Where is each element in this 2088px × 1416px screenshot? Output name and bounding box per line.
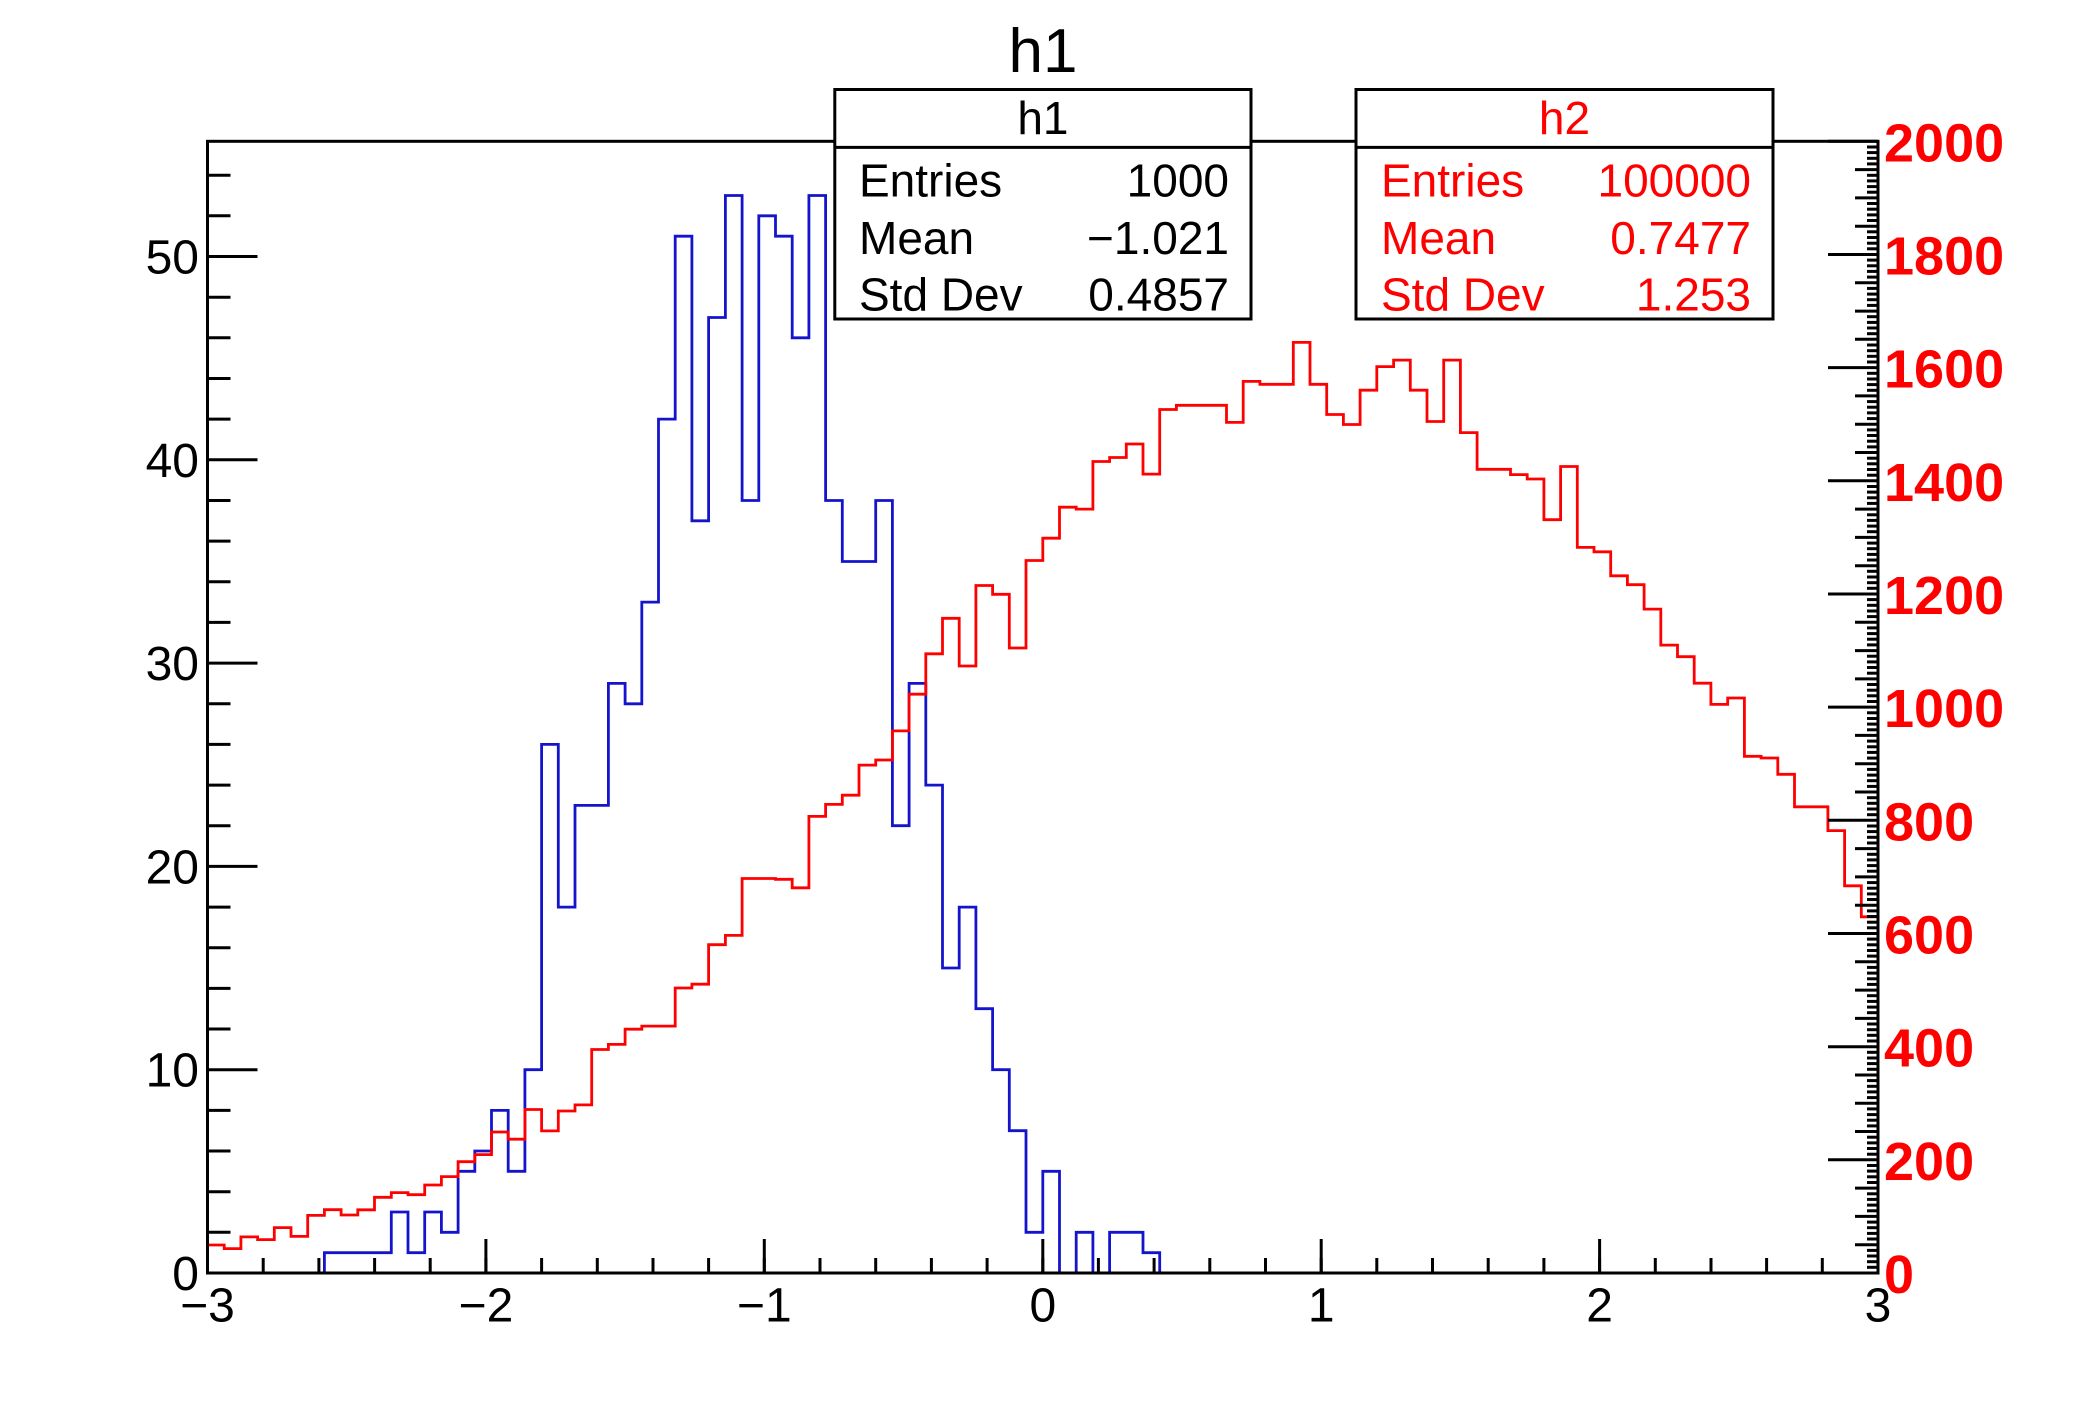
svg-text:200: 200 — [1884, 1132, 1974, 1192]
svg-text:400: 400 — [1884, 1019, 1974, 1079]
svg-text:30: 30 — [146, 638, 199, 691]
svg-text:1800: 1800 — [1884, 227, 2004, 287]
svg-text:2: 2 — [1586, 1280, 1613, 1333]
svg-text:100000: 100000 — [1598, 155, 1752, 207]
svg-text:0: 0 — [1884, 1245, 1914, 1305]
svg-text:1400: 1400 — [1884, 453, 2004, 513]
svg-text:h1: h1 — [1017, 92, 1068, 144]
svg-text:−1.021: −1.021 — [1087, 212, 1229, 264]
svg-text:Entries: Entries — [1381, 155, 1537, 207]
svg-text:1000: 1000 — [1127, 155, 1229, 207]
svg-text:−1: −1 — [737, 1280, 792, 1333]
svg-text:1200: 1200 — [1884, 566, 2004, 626]
svg-text:0.4857: 0.4857 — [1088, 269, 1229, 321]
svg-text:600: 600 — [1884, 906, 1974, 966]
svg-text:10: 10 — [146, 1045, 199, 1098]
svg-text:Std Dev: Std Dev — [1381, 269, 1557, 321]
svg-text:0: 0 — [1029, 1280, 1056, 1333]
svg-text:Std Dev: Std Dev — [859, 269, 1035, 321]
svg-text:1.253: 1.253 — [1636, 269, 1751, 321]
svg-text:0.7477: 0.7477 — [1610, 212, 1751, 264]
svg-text:−3: −3 — [180, 1280, 235, 1333]
svg-text:1: 1 — [1308, 1280, 1335, 1333]
svg-text:1000: 1000 — [1884, 679, 2004, 739]
svg-text:20: 20 — [146, 841, 199, 894]
svg-text:h2: h2 — [1539, 92, 1590, 144]
svg-text:0: 0 — [172, 1248, 199, 1301]
svg-text:800: 800 — [1884, 792, 1974, 852]
svg-text:3: 3 — [1865, 1280, 1892, 1333]
svg-text:40: 40 — [146, 435, 199, 488]
svg-text:Mean: Mean — [859, 212, 987, 264]
svg-text:−2: −2 — [459, 1280, 514, 1333]
svg-text:Mean: Mean — [1381, 212, 1509, 264]
svg-text:Entries: Entries — [859, 155, 1015, 207]
svg-text:1600: 1600 — [1884, 340, 2004, 400]
svg-text:2000: 2000 — [1884, 113, 2004, 173]
svg-text:h1: h1 — [1009, 17, 1078, 86]
svg-text:50: 50 — [146, 232, 199, 285]
